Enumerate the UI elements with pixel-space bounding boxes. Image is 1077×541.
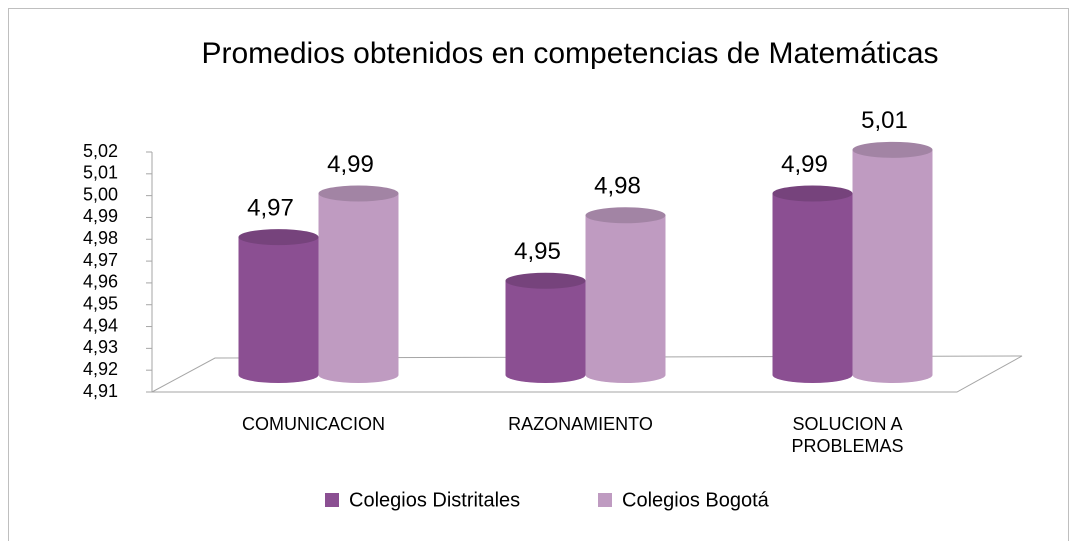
value-label: 4,99 [781, 151, 828, 178]
y-tick-label: 4,93 [83, 337, 118, 357]
bar [505, 280, 586, 383]
legend-swatch [325, 493, 339, 507]
bar-top [772, 185, 853, 202]
value-label: 4,97 [247, 194, 294, 221]
value-label: 5,01 [861, 107, 908, 134]
x-tick-label: SOLUCION A PROBLEMAS [791, 414, 904, 456]
y-tick-label: 5,00 [83, 184, 118, 204]
bar-top [852, 141, 933, 158]
chart-border [8, 8, 1069, 541]
y-tick-label: 4,92 [83, 359, 118, 379]
y-tick-label: 5,02 [83, 141, 118, 161]
y-tick-label: 4,98 [83, 228, 118, 248]
floor [151, 355, 1023, 393]
bar [852, 149, 933, 383]
y-tick-label: 4,94 [83, 315, 118, 335]
x-tick-label: COMUNICACION [242, 414, 385, 434]
y-tick-label: 4,99 [83, 206, 118, 226]
legend-swatch [598, 493, 612, 507]
legend-label: Colegios Distritales [349, 489, 520, 511]
legend-label: Colegios Bogotá [622, 489, 770, 511]
y-tick-label: 4,97 [83, 250, 118, 270]
bar [238, 237, 319, 383]
bar-top [585, 207, 666, 224]
bar-top [505, 272, 586, 289]
bar-top [318, 185, 399, 202]
y-tick-label: 4,91 [83, 381, 118, 401]
y-tick-label: 5,01 [83, 163, 118, 183]
value-label: 4,98 [594, 173, 641, 200]
bar-top [238, 229, 319, 246]
bar [318, 193, 399, 383]
value-label: 4,95 [514, 238, 561, 265]
y-tick-label: 4,95 [83, 293, 118, 313]
y-tick-label: 4,96 [83, 272, 118, 292]
bar [772, 193, 853, 383]
chart-title: Promedios obtenidos en competencias de M… [201, 37, 938, 70]
bar [585, 215, 666, 383]
x-tick-label: RAZONAMIENTO [508, 414, 653, 434]
value-label: 4,99 [327, 151, 374, 178]
